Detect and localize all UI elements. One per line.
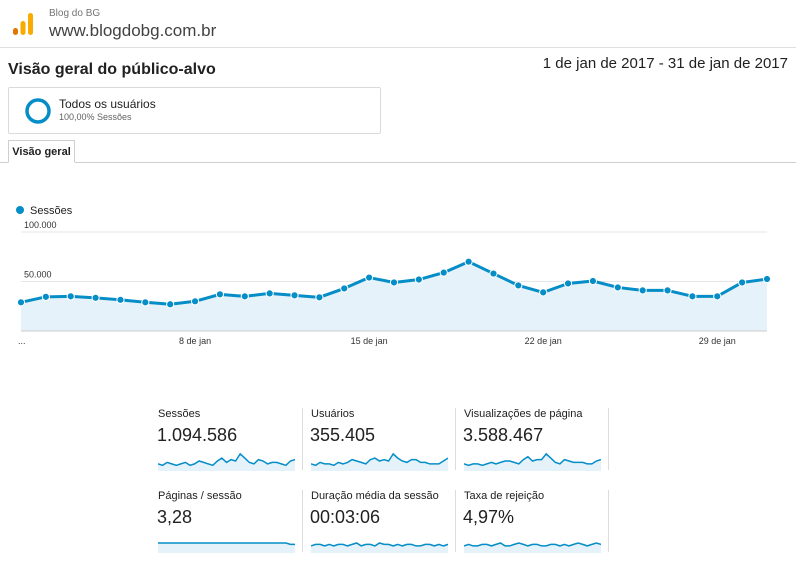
sparkline-line xyxy=(158,542,295,546)
data-point[interactable] xyxy=(588,276,598,286)
app-header: Blog do BG www.blogdobg.com.br xyxy=(0,0,796,48)
metric-label: Duração média da sessão xyxy=(311,490,439,502)
metric-divider xyxy=(608,408,609,470)
data-point[interactable] xyxy=(414,275,423,284)
metric-label: Usuários xyxy=(311,408,355,420)
data-point[interactable] xyxy=(315,293,324,302)
data-point[interactable] xyxy=(713,292,722,301)
data-point[interactable] xyxy=(688,292,697,301)
metric-sparkline xyxy=(464,452,601,471)
x-tick-label: 22 de jan xyxy=(525,336,562,346)
metric-sparkline xyxy=(464,542,601,553)
data-point[interactable] xyxy=(116,295,125,304)
metric-sparkline xyxy=(311,452,448,471)
data-point[interactable] xyxy=(613,283,622,292)
sparkline-line xyxy=(158,452,295,467)
metric-divider xyxy=(455,408,456,470)
x-tick-label: 29 de jan xyxy=(699,336,736,346)
segment-selector[interactable]: Todos os usuários 100,00% Sessões xyxy=(8,87,381,134)
legend-dot-icon xyxy=(16,206,24,214)
x-tick-label: 15 de jan xyxy=(351,336,388,346)
segment-ring-icon xyxy=(25,98,51,124)
data-point[interactable] xyxy=(190,297,200,306)
sparkline-area xyxy=(464,453,601,471)
data-point[interactable] xyxy=(638,286,647,295)
data-point[interactable] xyxy=(389,278,399,287)
data-point[interactable] xyxy=(91,293,100,302)
metric-sparkline xyxy=(311,542,448,553)
sparkline-area xyxy=(311,453,448,471)
site-url[interactable]: www.blogdobg.com.br xyxy=(49,21,217,40)
metric-label: Páginas / sessão xyxy=(158,490,242,502)
data-point[interactable] xyxy=(265,289,274,298)
metric-sparkline xyxy=(158,542,295,553)
data-point[interactable] xyxy=(762,274,772,284)
data-point[interactable] xyxy=(563,279,573,288)
data-point[interactable] xyxy=(738,278,747,287)
metric-value: 355.405 xyxy=(310,425,376,445)
page-title: Visão geral do público-alvo xyxy=(8,61,216,78)
sparkline-line xyxy=(464,542,601,547)
x-tick-label: 8 de jan xyxy=(179,336,211,346)
tabs-divider xyxy=(0,162,796,163)
metric-rejeicao[interactable]: Taxa de rejeição 4,97% xyxy=(456,490,606,560)
legend-label: Sessões xyxy=(30,205,73,217)
metric-divider xyxy=(302,490,303,552)
data-point[interactable] xyxy=(41,292,50,301)
data-point[interactable] xyxy=(215,290,225,299)
data-point[interactable] xyxy=(141,298,150,307)
metric-label: Sessões xyxy=(158,408,201,420)
metric-visualizacoes[interactable]: Visualizações de página 3.588.467 xyxy=(456,408,606,478)
data-point[interactable] xyxy=(439,268,448,277)
series-area xyxy=(21,261,767,331)
y-tick-label: 50.000 xyxy=(24,270,52,280)
data-point[interactable] xyxy=(489,269,498,278)
site-name[interactable]: Blog do BG xyxy=(49,8,101,19)
tab-visao-geral[interactable]: Visão geral xyxy=(8,140,75,163)
metric-divider xyxy=(455,490,456,552)
metric-paginas[interactable]: Páginas / sessão 3,28 xyxy=(150,490,300,560)
x-tick-label: ... xyxy=(18,336,26,346)
metric-sparkline xyxy=(158,452,295,471)
sparkline-line xyxy=(311,542,448,547)
data-point[interactable] xyxy=(66,292,75,301)
metric-duracao[interactable]: Duração média da sessão 00:03:06 xyxy=(303,490,453,560)
metric-usuarios[interactable]: Usuários 355.405 xyxy=(303,408,453,478)
segment-subtitle: 100,00% Sessões xyxy=(59,112,132,122)
metric-label: Taxa de rejeição xyxy=(464,490,545,502)
data-point[interactable] xyxy=(290,291,299,300)
y-tick-label: 100.000 xyxy=(24,220,57,230)
metric-value: 1.094.586 xyxy=(157,425,238,445)
data-point[interactable] xyxy=(166,300,175,309)
sparkline-line xyxy=(464,452,601,467)
metric-value: 3.588.467 xyxy=(463,425,544,445)
metric-value: 3,28 xyxy=(157,507,193,527)
date-range-picker[interactable]: 1 de jan de 2017 - 31 de jan de 2017 xyxy=(542,55,788,72)
data-point[interactable] xyxy=(16,298,26,307)
data-point[interactable] xyxy=(464,257,473,266)
sparkline-line xyxy=(311,452,448,467)
metric-value: 00:03:06 xyxy=(310,507,381,527)
analytics-bars-logo-icon[interactable] xyxy=(11,12,35,36)
data-point[interactable] xyxy=(365,273,374,282)
metric-label: Visualizações de página xyxy=(464,408,583,420)
data-point[interactable] xyxy=(514,281,523,290)
metric-divider xyxy=(302,408,303,470)
sessions-line-chart[interactable]: 100.000 50.000... 8 de jan 15 de jan 22 de j… xyxy=(0,220,796,355)
chart-legend[interactable]: Sessões xyxy=(16,205,72,217)
metric-divider xyxy=(608,490,609,552)
segment-name: Todos os usuários xyxy=(59,97,156,111)
metric-sessoes[interactable]: Sessões 1.094.586 xyxy=(150,408,300,478)
sparkline-area xyxy=(158,543,295,553)
data-point[interactable] xyxy=(340,284,349,293)
data-point[interactable] xyxy=(240,292,249,301)
data-point[interactable] xyxy=(539,288,548,297)
data-point[interactable] xyxy=(663,286,672,295)
metric-value: 4,97% xyxy=(463,507,515,527)
